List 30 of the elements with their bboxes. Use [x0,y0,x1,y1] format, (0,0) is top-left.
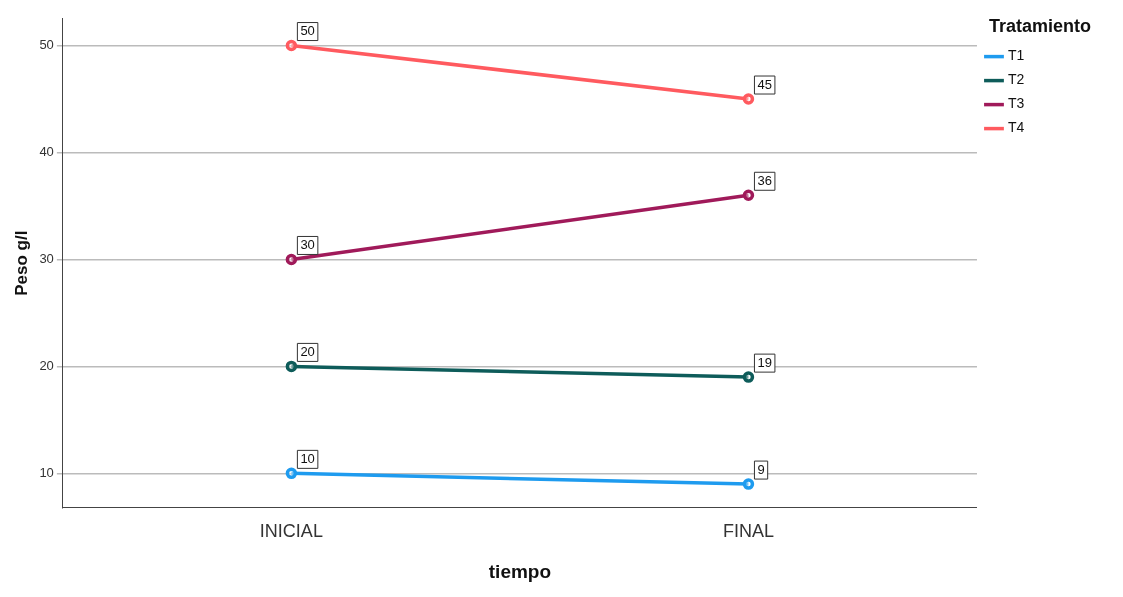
y-tick-label: 10 [39,464,54,480]
point [285,360,298,373]
point [285,467,298,480]
point [742,93,755,105]
legend-title: Tratamiento [988,15,1091,36]
y-tick-label: 50 [39,37,54,53]
data-label: 20 [300,343,315,359]
x-tick-label: FINAL [722,521,774,542]
data-label: 36 [757,172,772,188]
x-axis-title: tiempo [488,560,552,582]
y-tick-label: 30 [39,251,54,267]
legend-label: T3 [1007,95,1025,112]
point [742,371,755,383]
data-label: 50 [300,23,315,39]
point [285,39,298,52]
legend-label: T1 [1007,47,1025,64]
data-label: 45 [757,76,772,92]
data-label: 9 [757,461,765,477]
data-label: 10 [300,450,315,466]
data-label: 30 [300,237,315,253]
x-tick-label: INICIAL [259,521,323,542]
data-label: 19 [757,354,772,370]
y-axis-title: Peso g/l [11,230,31,296]
y-tick-label: 20 [39,357,54,373]
point [742,189,755,202]
point [285,253,298,266]
y-tick-label: 40 [39,144,54,160]
legend-label: T2 [1007,71,1025,88]
point [742,478,755,490]
legend-label: T4 [1007,119,1025,136]
